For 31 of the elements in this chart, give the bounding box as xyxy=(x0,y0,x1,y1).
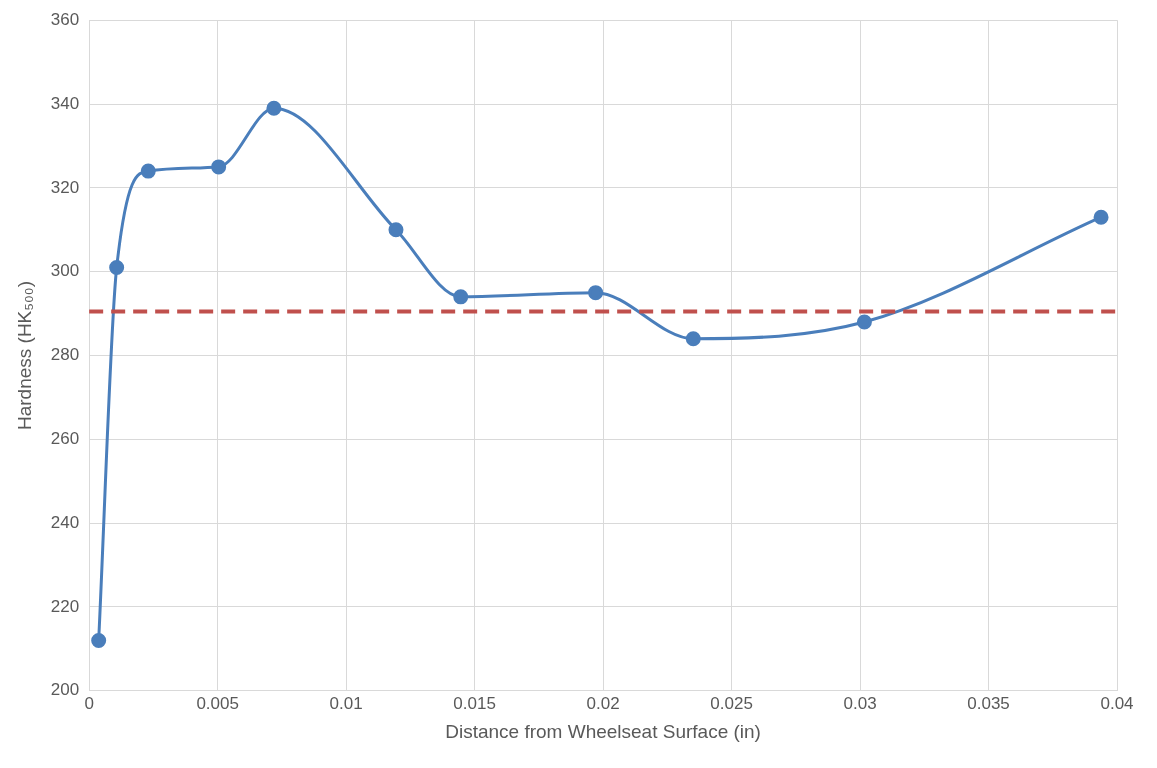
point xyxy=(266,100,282,116)
point xyxy=(856,314,872,330)
point xyxy=(588,285,604,301)
y-tick-label: 240 xyxy=(50,512,80,532)
x-tick-label: 0.01 xyxy=(329,693,363,713)
x-tick-label: 0.025 xyxy=(710,693,753,713)
x-tick-label: 0.02 xyxy=(586,693,620,713)
y-tick-label: 220 xyxy=(50,596,80,616)
x-tick-label: 0.015 xyxy=(453,693,496,713)
y-axis-title: Hardness (HK₅₀₀) xyxy=(13,280,35,431)
y-tick-label: 300 xyxy=(50,261,80,281)
y-tick-label: 260 xyxy=(50,429,80,449)
y-tick-label: 340 xyxy=(50,93,80,113)
point xyxy=(91,633,107,649)
point xyxy=(685,331,701,347)
y-tick-label: 280 xyxy=(50,345,80,365)
x-tick-label: 0.005 xyxy=(196,693,239,713)
y-tick-label: 320 xyxy=(50,177,80,197)
x-tick-label: 0.035 xyxy=(967,693,1010,713)
x-tick-label: 0.03 xyxy=(843,693,877,713)
point xyxy=(1093,209,1109,225)
point xyxy=(453,289,469,305)
x-tick-label: 0.04 xyxy=(1100,693,1134,713)
point xyxy=(388,222,404,238)
point xyxy=(140,163,156,179)
y-tick-label: 360 xyxy=(50,9,80,29)
x-tick-label: 0 xyxy=(84,693,94,713)
x-axis-title: Distance from Wheelseat Surface (in) xyxy=(445,720,761,742)
point xyxy=(109,259,125,275)
point xyxy=(211,159,227,175)
y-tick-label: 200 xyxy=(50,680,80,700)
